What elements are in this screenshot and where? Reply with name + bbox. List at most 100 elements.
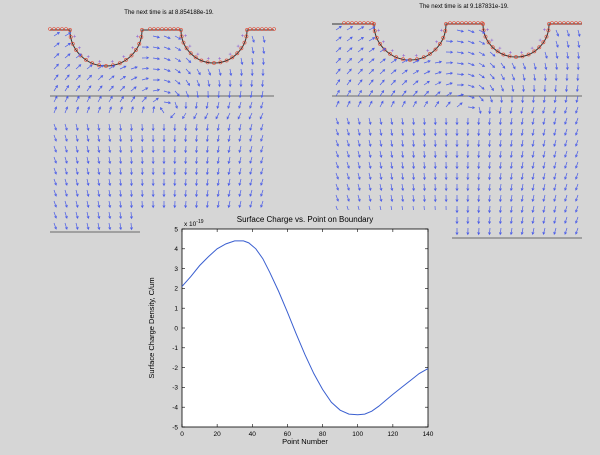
- field-arrow-icon: [467, 106, 476, 110]
- field-arrow-icon: [207, 68, 212, 76]
- field-arrow-icon: [248, 112, 253, 120]
- circle-marker-icon: [181, 40, 186, 45]
- circle-marker-icon: [64, 27, 68, 31]
- field-arrow-icon: [238, 123, 242, 132]
- field-arrow-icon: [184, 145, 188, 154]
- circle-marker-icon: [84, 58, 88, 62]
- field-arrow-icon: [240, 57, 244, 66]
- field-arrow-icon: [216, 123, 220, 132]
- field-arrow-icon: [555, 29, 560, 37]
- field-arrow-icon: [564, 161, 568, 169]
- field-arrow-icon: [64, 32, 72, 37]
- circle-marker-icon: [468, 21, 472, 25]
- field-arrow-icon: [466, 161, 470, 170]
- field-arrow-icon: [346, 172, 350, 180]
- field-arrow-icon: [542, 106, 546, 114]
- field-arrow-icon: [173, 123, 177, 132]
- field-arrow-icon: [346, 128, 350, 136]
- y-tick-label: -3: [172, 385, 178, 392]
- field-arrow-icon: [64, 42, 71, 48]
- field-arrow-icon: [412, 172, 416, 181]
- field-arrow-icon: [130, 123, 133, 132]
- field-arrow-icon: [489, 62, 496, 68]
- field-arrow-icon: [64, 84, 70, 92]
- field-arrow-icon: [108, 106, 112, 114]
- field-arrow-icon: [511, 62, 516, 70]
- field-arrow-icon: [456, 29, 465, 33]
- circle-marker-icon: [129, 53, 134, 58]
- field-arrow-icon: [238, 167, 242, 176]
- field-arrow-icon: [97, 123, 101, 132]
- field-arrow-icon: [249, 101, 253, 109]
- field-arrow-icon: [520, 150, 524, 159]
- field-arrow-icon: [553, 194, 557, 203]
- field-arrow-icon: [509, 139, 513, 148]
- circle-marker-icon: [372, 22, 376, 26]
- circle-marker-icon: [526, 52, 531, 57]
- circle-marker-icon: [550, 21, 554, 25]
- field-arrow-icon: [488, 117, 491, 126]
- field-arrow-icon: [239, 79, 243, 88]
- field-arrow-icon: [357, 79, 363, 86]
- field-arrow-icon: [140, 156, 144, 165]
- field-arrow-icon: [423, 100, 428, 108]
- field-arrow-icon: [227, 156, 231, 165]
- field-arrow-icon: [108, 95, 113, 103]
- field-arrow-icon: [576, 62, 580, 71]
- field-arrow-icon: [335, 47, 342, 53]
- field-arrow-icon: [86, 156, 90, 165]
- field-arrow-icon: [205, 167, 209, 176]
- field-arrow-icon: [335, 161, 339, 169]
- field-arrow-icon: [423, 150, 426, 159]
- field-arrow-icon: [575, 227, 579, 235]
- field-arrow-icon: [390, 79, 396, 86]
- field-arrow-icon: [456, 51, 465, 55]
- field-arrow-icon: [542, 172, 546, 181]
- plus-marker-icon: [241, 34, 244, 38]
- field-arrow-icon: [434, 60, 443, 64]
- circle-marker-icon: [188, 51, 193, 56]
- circle-marker-icon: [218, 60, 223, 65]
- field-arrow-icon: [260, 178, 264, 186]
- field-arrow-icon: [86, 178, 90, 187]
- circle-marker-icon: [264, 27, 268, 31]
- circle-marker-icon: [452, 21, 456, 25]
- field-arrow-icon: [86, 134, 90, 143]
- field-arrow-icon: [390, 161, 394, 170]
- field-arrow-icon: [455, 217, 459, 225]
- field-arrow-icon: [564, 117, 568, 125]
- field-arrow-icon: [53, 178, 57, 186]
- field-arrow-icon: [531, 216, 535, 224]
- circle-marker-icon: [558, 21, 562, 25]
- field-arrow-icon: [151, 156, 155, 165]
- field-arrow-icon: [259, 112, 264, 120]
- field-arrow-icon: [564, 216, 568, 224]
- field-arrow-icon: [368, 79, 374, 86]
- field-arrow-icon: [412, 161, 416, 170]
- field-arrow-icon: [533, 62, 537, 71]
- circle-marker-icon: [507, 54, 512, 59]
- field-arrow-icon: [195, 156, 198, 165]
- circle-marker-icon: [242, 40, 247, 45]
- field-arrow-icon: [194, 101, 198, 110]
- field-arrow-icon: [575, 106, 579, 114]
- field-arrow-icon: [577, 51, 581, 60]
- charge-chart-canvas: Surface Charge vs. Point on Boundary Poi…: [147, 215, 434, 446]
- field-arrow-icon: [509, 128, 513, 137]
- field-arrow-icon: [553, 172, 557, 181]
- field-arrow-icon: [478, 51, 486, 56]
- field-arrow-icon: [401, 90, 407, 97]
- field-arrow-icon: [151, 167, 155, 176]
- field-arrow-icon: [174, 46, 182, 51]
- y-tick-label: 4: [174, 246, 178, 253]
- field-arrow-icon: [478, 106, 482, 115]
- field-arrow-icon: [531, 95, 535, 104]
- circle-marker-icon: [480, 21, 484, 25]
- field-arrow-icon: [477, 150, 481, 159]
- x-tick-label: 140: [423, 431, 434, 438]
- field-arrow-icon: [193, 112, 198, 120]
- plus-marker-icon: [228, 52, 232, 56]
- field-arrow-icon: [477, 183, 481, 192]
- field-arrow-icon: [564, 227, 568, 235]
- field-arrow-icon: [97, 106, 101, 114]
